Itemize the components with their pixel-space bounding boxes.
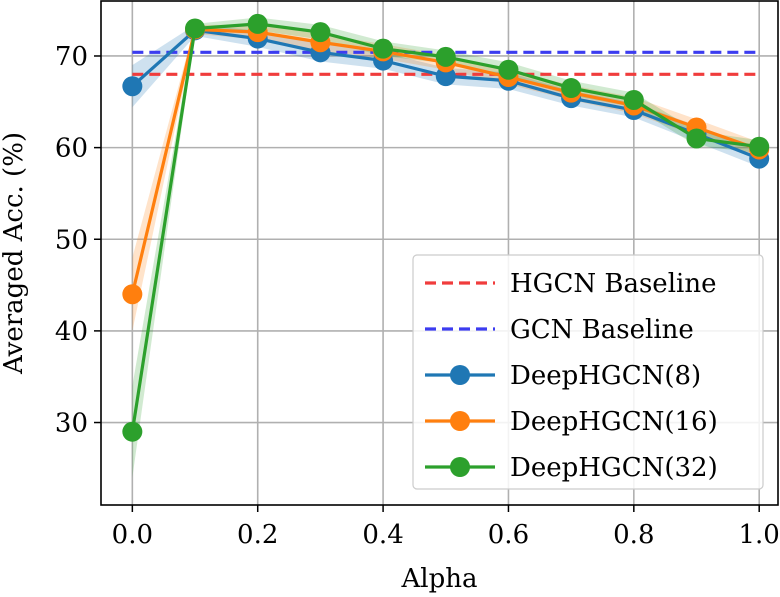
series-2-point-3	[310, 22, 331, 43]
x-tick-label-0: 0.0	[112, 520, 153, 550]
legend-label-0: HGCN Baseline	[510, 269, 716, 299]
x-axis-label: Alpha	[401, 564, 478, 594]
x-tick-label-1: 0.2	[237, 520, 278, 550]
legend-marker-4	[450, 457, 470, 477]
series-2-point-4	[373, 38, 394, 59]
series-2-point-9	[686, 128, 707, 149]
x-tick-label-3: 0.6	[488, 520, 529, 550]
legend-label-4: DeepHGCN(32)	[510, 453, 718, 483]
grid-layer	[101, 1, 778, 505]
legend-label-3: DeepHGCN(16)	[510, 407, 718, 437]
band-0	[132, 24, 760, 167]
legend-box	[412, 254, 764, 490]
y-tick-label-3: 60	[55, 134, 88, 164]
x-tick-label-2: 0.4	[362, 520, 403, 550]
x-tick-label-4: 0.8	[613, 520, 654, 550]
series-0-point-5	[435, 66, 456, 87]
x-tick-label-5: 1.0	[739, 520, 780, 550]
series-layer	[122, 13, 770, 442]
series-2-point-8	[623, 89, 644, 110]
plot-frame	[100, 0, 779, 506]
series-2-point-5	[435, 46, 456, 67]
legend-marker-2	[450, 365, 470, 385]
legend-label-1: GCN Baseline	[510, 315, 694, 345]
tick-layer: 0.0 0.2 0.4 0.6 0.8 1.0 30 40 50 60 70	[55, 42, 780, 550]
y-axis-label: Averaged Acc. (%)	[0, 132, 29, 375]
series-2-point-2	[247, 13, 268, 34]
legend-marker-3	[450, 411, 470, 431]
series-0-point-0	[122, 76, 143, 97]
series-2-point-10	[749, 136, 770, 157]
series-2-point-0	[122, 421, 143, 442]
band-1	[132, 24, 760, 331]
y-tick-label-4: 70	[55, 42, 88, 72]
y-tick-label-0: 30	[55, 409, 88, 439]
y-tick-label-2: 50	[55, 225, 88, 255]
series-2-point-6	[498, 59, 519, 80]
series-1-point-0	[122, 284, 143, 305]
series-2-point-7	[561, 78, 582, 99]
y-tick-label-1: 40	[55, 317, 88, 347]
series-2-point-1	[185, 18, 206, 39]
legend: HGCN Baseline GCN Baseline DeepHGCN(8) Deep…	[412, 254, 764, 490]
band-layer	[132, 17, 760, 478]
legend-items: HGCN Baseline GCN Baseline DeepHGCN(8) Deep…	[425, 269, 718, 483]
legend-label-2: DeepHGCN(8)	[510, 361, 701, 391]
